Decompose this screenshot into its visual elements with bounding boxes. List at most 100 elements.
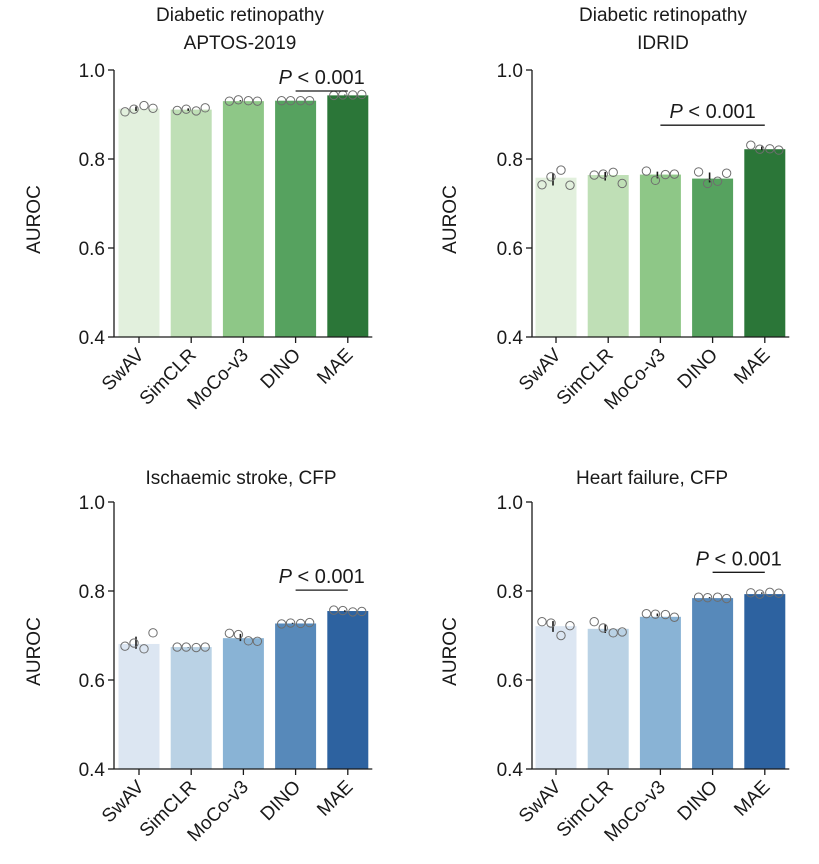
y-tick-label: 0.8 — [497, 582, 523, 603]
data-point — [617, 627, 627, 637]
data-point — [712, 176, 723, 186]
data-point — [598, 169, 608, 179]
data-point — [774, 145, 784, 155]
data-point — [191, 106, 201, 116]
data-point — [546, 172, 556, 182]
data-point — [329, 605, 339, 615]
y-tick-label: 0.6 — [497, 671, 523, 692]
data-point — [608, 628, 618, 638]
data-point — [765, 587, 775, 598]
y-axis-label: AUROC — [440, 617, 461, 686]
data-point — [755, 589, 765, 599]
data-point — [589, 617, 599, 627]
chart-title: Ischaemic stroke, CFP — [145, 468, 336, 489]
p-value-label: P < 0.001 — [279, 566, 365, 588]
bar-SwAV — [118, 643, 160, 769]
y-tick-label: 0.6 — [497, 239, 523, 260]
data-point — [243, 636, 254, 646]
y-tick-label: 0.8 — [79, 582, 105, 603]
data-point — [589, 170, 599, 180]
data-point — [181, 642, 191, 652]
x-tick-label: DINO — [674, 345, 722, 393]
bar-MoCo-v3 — [222, 101, 264, 338]
chart-panel-3: Ischaemic stroke, CFP AUROC 0.4 0.6 0.8 1.0 Sw… — [24, 468, 373, 846]
data-point — [669, 612, 680, 622]
data-point — [755, 144, 765, 154]
chart-panel-4: Heart failure, CFPAUROC0.40.60.81.0SwAVS… — [440, 468, 790, 846]
data-point — [129, 104, 139, 114]
data-point — [224, 96, 235, 106]
y-tick-label: 0.4 — [79, 760, 106, 781]
x-tick-label: DINO — [674, 777, 722, 825]
data-point — [608, 167, 618, 178]
data-point — [641, 608, 652, 619]
y-axis-label: AUROC — [440, 185, 461, 254]
chart-title: Diabetic retinopathy — [156, 5, 324, 26]
bar-MAE — [327, 611, 369, 769]
bar-SimCLR — [587, 175, 629, 337]
data-point — [357, 606, 367, 617]
data-point — [252, 96, 263, 106]
bar-MoCo-v3 — [639, 616, 681, 769]
x-tick-label: SwAV — [98, 776, 149, 827]
bar-DINO — [692, 178, 734, 337]
data-point — [669, 169, 680, 179]
x-tick-label: MAE — [313, 345, 357, 389]
data-point — [148, 628, 158, 638]
data-point — [181, 104, 191, 114]
chart-title: Heart failure, CFP — [576, 468, 728, 489]
y-tick-label: 1.0 — [79, 61, 105, 82]
data-point — [295, 96, 306, 106]
data-point — [295, 618, 306, 629]
data-point — [224, 628, 235, 638]
data-point — [304, 96, 315, 106]
y-axis-label: AUROC — [24, 185, 45, 254]
data-point — [139, 644, 149, 654]
data-point — [565, 180, 575, 190]
bar-SimCLR — [587, 628, 629, 769]
bar-SwAV — [535, 177, 577, 337]
y-tick-label: 0.6 — [79, 671, 105, 692]
data-point — [129, 638, 139, 648]
data-point — [774, 588, 784, 598]
data-point — [172, 105, 182, 116]
p-value-label: P < 0.001 — [670, 101, 756, 123]
data-point — [120, 107, 130, 117]
data-point — [357, 89, 367, 100]
bar-MAE — [744, 594, 786, 769]
data-point — [338, 605, 348, 616]
chart-panel-1: Diabetic retinopathy APTOS-2019 AUROC 0.4 0.… — [24, 5, 373, 414]
data-point — [702, 178, 713, 189]
chart-title: Diabetic retinopathy — [579, 5, 747, 26]
data-point — [172, 642, 182, 652]
y-tick-label: 1.0 — [497, 61, 523, 82]
chart-panel-2: Diabetic retinopathy IDRID AUROC 0.4 0.6 0.8 1… — [440, 5, 790, 414]
data-point — [721, 593, 732, 604]
bar-MAE — [327, 95, 369, 338]
data-point — [285, 618, 296, 628]
data-point — [191, 642, 201, 653]
data-point — [565, 621, 575, 631]
y-tick-label: 0.4 — [497, 760, 524, 781]
bar-SwAV — [535, 626, 577, 769]
data-point — [139, 100, 149, 111]
y-tick-label: 1.0 — [497, 493, 523, 514]
data-point — [200, 642, 210, 652]
data-point — [641, 166, 652, 176]
data-point — [537, 180, 547, 190]
data-point — [285, 96, 296, 106]
data-point — [276, 619, 287, 629]
y-axis-label: AUROC — [24, 617, 45, 686]
data-point — [746, 140, 756, 150]
bar-DINO — [275, 100, 317, 337]
x-tick-label: SwAV — [515, 344, 566, 395]
data-point — [200, 103, 210, 113]
data-point — [617, 178, 627, 189]
chart-subtitle: IDRID — [637, 33, 689, 54]
data-point — [598, 623, 608, 633]
y-tick-label: 1.0 — [79, 493, 105, 514]
p-value-label: P < 0.001 — [696, 548, 782, 570]
data-point — [650, 609, 661, 619]
data-point — [233, 629, 244, 640]
